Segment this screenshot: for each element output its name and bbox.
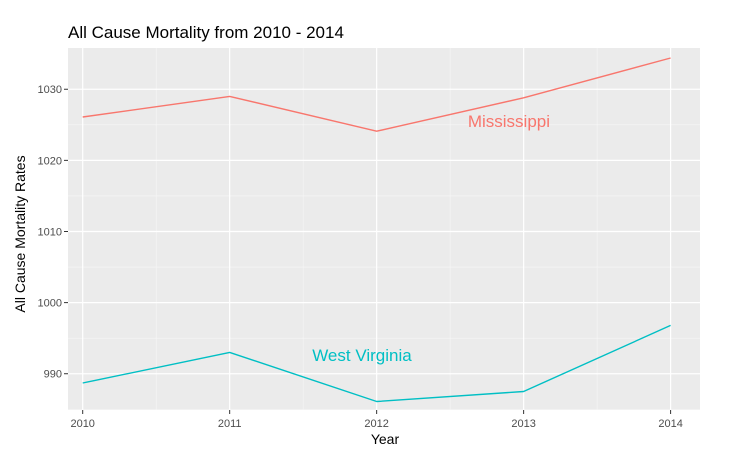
x-tick-label: 2010 xyxy=(70,418,94,430)
series-lines xyxy=(82,57,671,403)
y-tick-label: 1010 xyxy=(38,226,62,238)
x-tick-label: 2011 xyxy=(218,418,242,430)
x-axis-ticks: 2010 2011 2012 2013 2014 xyxy=(70,410,683,430)
x-tick-label: 2014 xyxy=(658,418,682,430)
y-axis-ticks: 990 1000 1010 1020 1030 xyxy=(38,84,68,381)
series-label-west-virginia: West Virginia xyxy=(312,346,412,365)
series-labels: Mississippi West Virginia xyxy=(312,112,550,365)
chart-title: All Cause Mortality from 2010 - 2014 xyxy=(68,23,344,42)
series-label-mississippi: Mississippi xyxy=(468,112,550,131)
series-line-west-virginia xyxy=(82,324,671,403)
minor-gridlines xyxy=(68,48,700,410)
series-line-mississippi xyxy=(82,57,671,132)
x-tick-label: 2013 xyxy=(511,418,535,430)
major-gridlines xyxy=(68,48,700,410)
y-tick-label: 990 xyxy=(44,369,62,381)
plot-panel xyxy=(68,48,700,410)
x-tick-label: 2012 xyxy=(364,418,388,430)
y-tick-label: 1000 xyxy=(38,298,62,310)
y-tick-label: 1030 xyxy=(38,84,62,96)
y-tick-label: 1020 xyxy=(38,155,62,167)
x-axis-title: Year xyxy=(371,431,400,447)
y-axis-title: All Cause Mortality Rates xyxy=(12,155,28,312)
